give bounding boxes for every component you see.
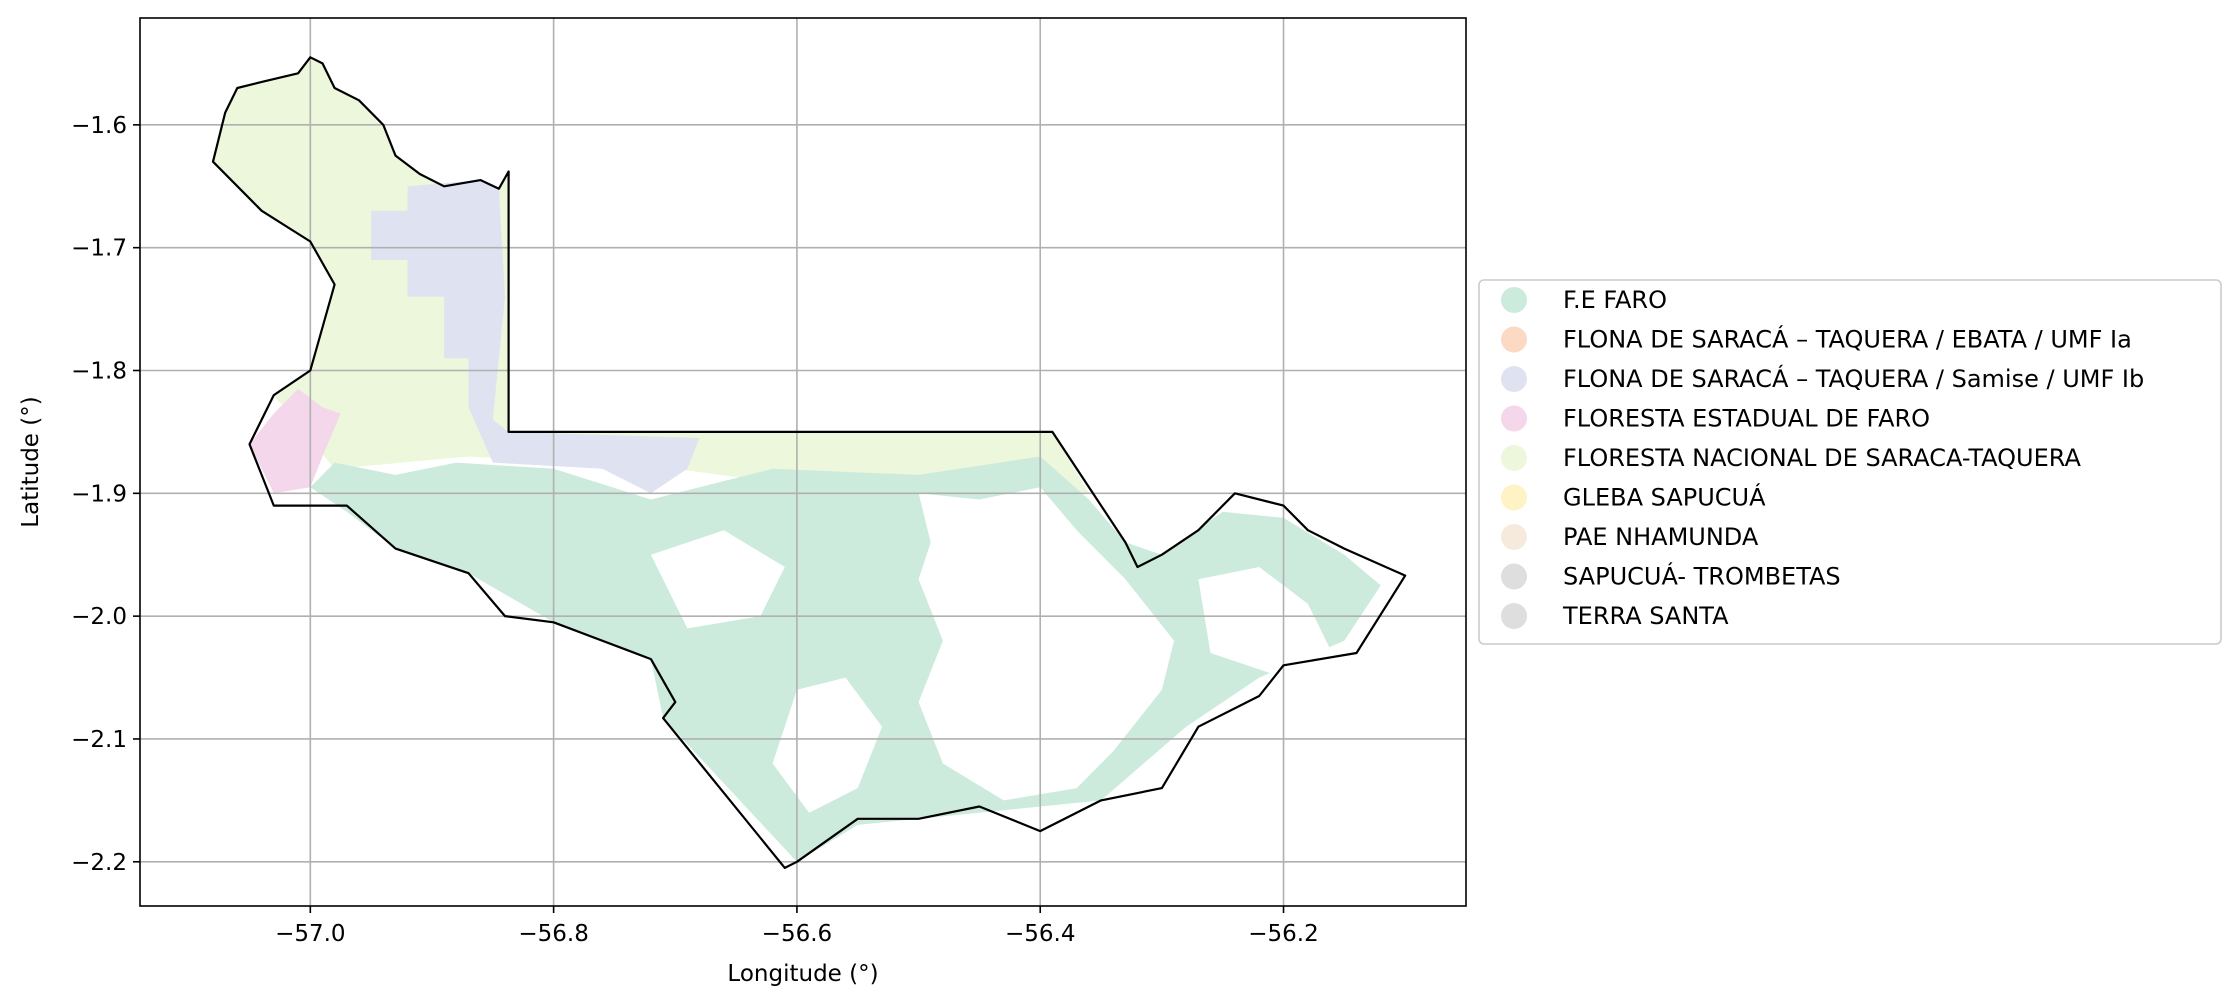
y-tick-label: −1.9 [71,481,127,507]
legend-marker [1501,287,1527,313]
legend-marker [1501,326,1527,353]
legend-item: FLORESTA ESTADUAL DE FARO [1501,405,1930,433]
y-tick-label: −2.0 [71,604,127,630]
plot-frame [139,17,1467,907]
gridlines [140,18,1466,906]
x-tick-label: −56.2 [1248,921,1318,947]
legend-marker [1501,603,1527,629]
legend-item: FLONA DE SARACÁ – TAQUERA / Samise / UMF… [1501,364,2144,393]
x-tick-label: −56.6 [762,921,832,947]
protected-areas-layer [213,57,1381,862]
legend-label: FLORESTA NACIONAL DE SARACA-TAQUERA [1563,444,2081,472]
boundary-outline [211,56,1407,870]
legend-marker [1501,445,1527,471]
y-axis-label: Latitude (°) [18,396,44,527]
south-clearing [772,677,883,813]
legend-marker [1501,405,1527,432]
legend-item: F.E FARO [1501,286,1667,314]
y-tick-label: −1.6 [71,113,127,139]
southeast-clearing [1198,567,1333,678]
legend-item: FLORESTA NACIONAL DE SARACA-TAQUERA [1501,444,2081,472]
legend-label: FLONA DE SARACÁ – TAQUERA / Samise / UMF… [1563,364,2144,393]
legend-label: FLORESTA ESTADUAL DE FARO [1563,405,1930,433]
legend-label: TERRA SANTA [1562,602,1729,630]
legend-item: FLONA DE SARACÁ – TAQUERA / EBATA / UMF … [1501,325,2132,354]
x-tick-label: −56.4 [1005,921,1075,947]
legend-item: GLEBA SAPUCUÁ [1501,483,1766,512]
region-floresta-estadual-de-faro [249,388,341,494]
mid-clearing [650,530,785,629]
legend-label: FLONA DE SARACÁ – TAQUERA / EBATA / UMF … [1563,325,2132,354]
legend-frame [1478,279,2222,645]
legend-marker [1501,366,1527,392]
legend-marker [1501,524,1527,550]
legend-label: SAPUCUÁ- TROMBETAS [1563,562,1841,591]
east-clearing [918,487,1174,801]
legend-item: TERRA SANTA [1501,602,1729,630]
legend-label: F.E FARO [1563,286,1667,314]
legend-label: GLEBA SAPUCUÁ [1563,483,1766,512]
y-tick-label: −1.8 [71,358,127,384]
legend: F.E FARO FLONA DE SARACÁ – TAQUERA / EBAT… [1478,279,2222,645]
region-floresta-nacional-de-saraca-taquera [213,57,1089,494]
legend-label: PAE NHAMUNDA [1563,523,1759,551]
legend-item: PAE NHAMUNDA [1501,523,1759,551]
region-f-e-faro [310,456,1381,862]
legend-marker [1501,484,1527,511]
region-flona-de-sarac-taquera-samise-umf-ib [371,180,700,494]
y-tick-label: −2.1 [71,727,127,753]
x-tick-label: −56.8 [518,921,588,947]
x-axis-label: Longitude (°) [727,961,878,987]
y-tick-label: −1.7 [71,236,127,262]
x-tick-label: −57.0 [275,921,345,947]
legend-item: SAPUCUÁ- TROMBETAS [1501,562,1841,591]
y-tick-label: −2.2 [71,850,127,876]
legend-marker [1501,563,1527,590]
municipality-boundary [211,56,1407,870]
axis-ticks: −57.0 −56.8 −56.6 −56.4 −56.2 −1.6 −1.7 −1.8 −1.… [71,113,1319,947]
